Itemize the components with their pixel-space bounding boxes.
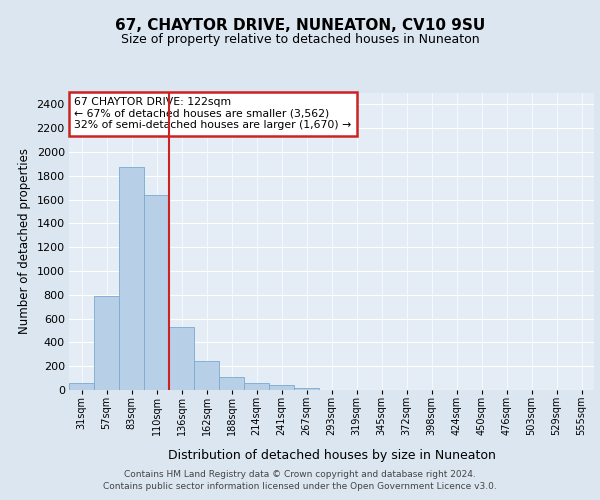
Text: Contains public sector information licensed under the Open Government Licence v3: Contains public sector information licen… xyxy=(103,482,497,491)
Bar xyxy=(269,386,294,390)
Text: 67 CHAYTOR DRIVE: 122sqm
← 67% of detached houses are smaller (3,562)
32% of sem: 67 CHAYTOR DRIVE: 122sqm ← 67% of detach… xyxy=(74,97,352,130)
Text: Size of property relative to detached houses in Nuneaton: Size of property relative to detached ho… xyxy=(121,32,479,46)
Bar xyxy=(119,168,144,390)
Bar xyxy=(244,383,269,390)
Text: 67, CHAYTOR DRIVE, NUNEATON, CV10 9SU: 67, CHAYTOR DRIVE, NUNEATON, CV10 9SU xyxy=(115,18,485,32)
Bar xyxy=(69,384,94,390)
Text: Contains HM Land Registry data © Crown copyright and database right 2024.: Contains HM Land Registry data © Crown c… xyxy=(124,470,476,479)
Bar xyxy=(219,377,244,390)
Bar xyxy=(94,296,119,390)
Y-axis label: Number of detached properties: Number of detached properties xyxy=(18,148,31,334)
X-axis label: Distribution of detached houses by size in Nuneaton: Distribution of detached houses by size … xyxy=(167,449,496,462)
Bar xyxy=(294,388,319,390)
Bar xyxy=(144,195,169,390)
Bar xyxy=(169,327,194,390)
Bar xyxy=(194,362,219,390)
